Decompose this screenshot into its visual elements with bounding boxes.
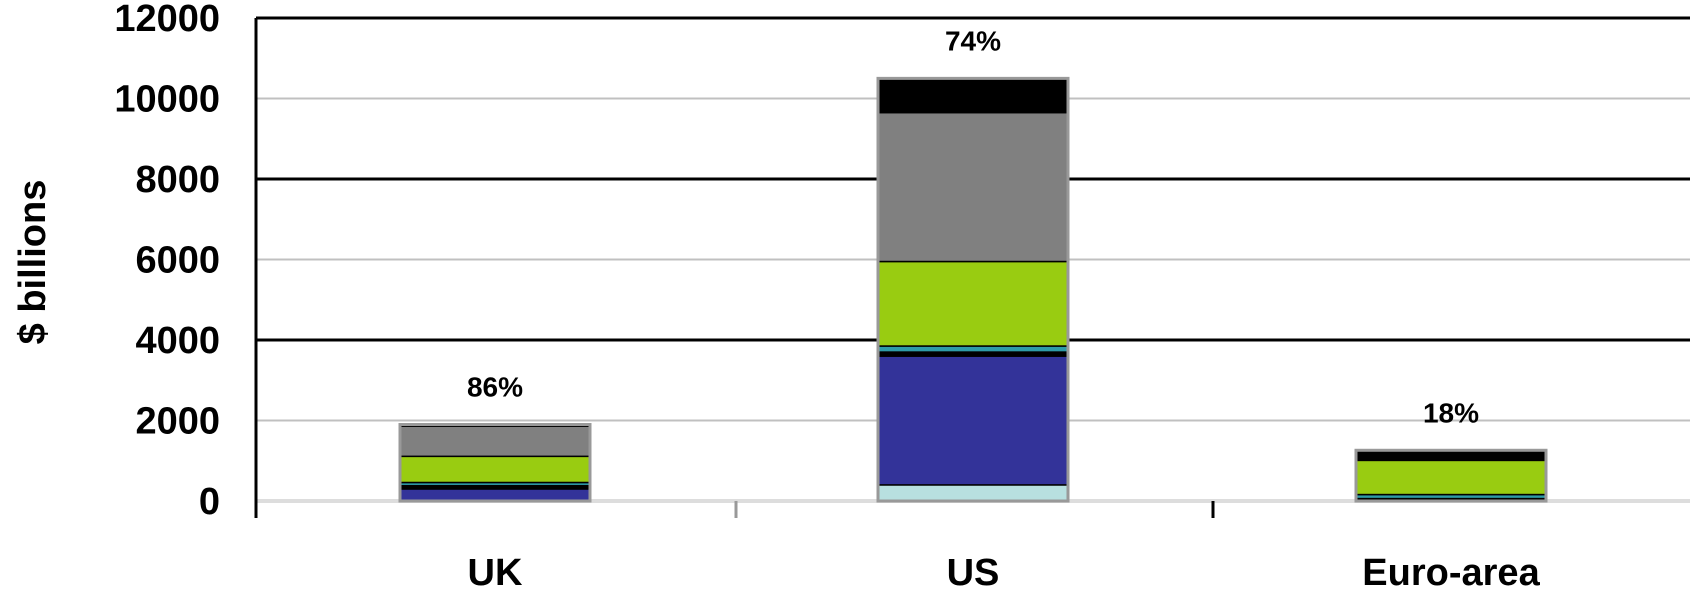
- category-label: Euro-area: [1362, 552, 1540, 592]
- bar-segment: [399, 455, 591, 484]
- y-tick-label: 2000: [135, 401, 220, 443]
- bar-segment: [399, 488, 591, 502]
- y-tick-label: 12000: [114, 0, 220, 40]
- total-label: 86%: [467, 372, 523, 403]
- category-label: US: [947, 552, 1000, 592]
- bar-segment: [399, 425, 591, 458]
- bar-segment: [877, 77, 1069, 114]
- category-label: UK: [468, 552, 523, 592]
- total-label: 18%: [1423, 397, 1479, 428]
- bar-segment: [877, 260, 1069, 347]
- bar-segment: [877, 355, 1069, 486]
- y-tick-label: 4000: [135, 320, 220, 362]
- bars: [398, 76, 1548, 503]
- total-labels: 86% 74% 18%: [467, 25, 1479, 428]
- y-tick-label: 0: [199, 481, 220, 523]
- y-tick-label: 8000: [135, 159, 220, 201]
- y-tick-label: 10000: [114, 79, 220, 121]
- category-labels: UK US Euro-area: [468, 552, 1541, 592]
- y-axis-label: $ billions: [12, 180, 54, 345]
- bar-segment: [1355, 449, 1547, 462]
- axes: [254, 18, 1215, 518]
- bar-segment: [1355, 459, 1547, 496]
- y-tick-label: 6000: [135, 240, 220, 282]
- bar-segment: [877, 345, 1069, 353]
- y-tick-labels: 0 2000 4000 6000 8000 10000 12000: [114, 0, 220, 523]
- bar-segment: [877, 111, 1069, 263]
- bar-outline: [876, 76, 1070, 503]
- bar-outline: [1354, 448, 1548, 503]
- bar-segment: [877, 484, 1069, 502]
- bar-outline: [398, 423, 592, 503]
- total-label: 74%: [945, 25, 1001, 56]
